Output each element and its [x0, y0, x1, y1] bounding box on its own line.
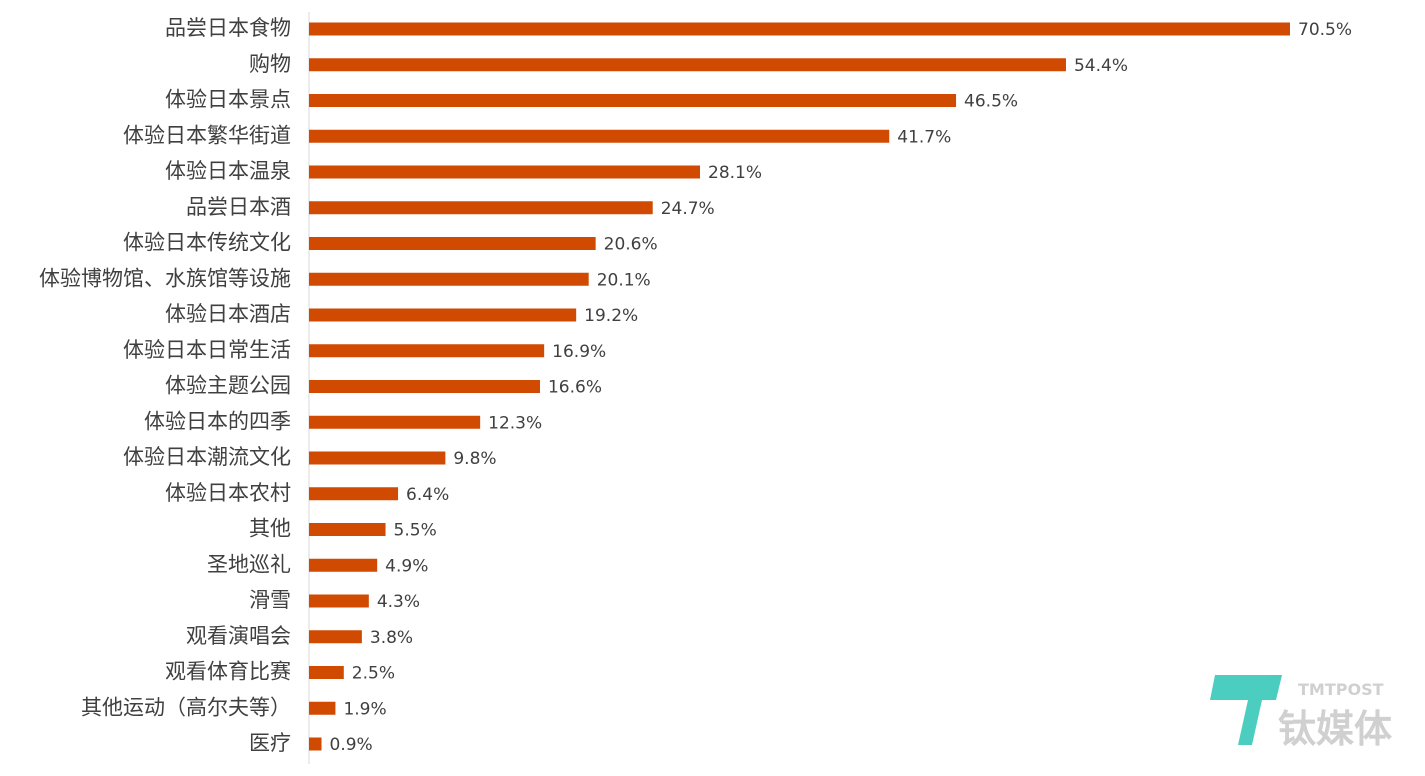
category-label: 其他运动（高尔夫等） — [81, 695, 291, 719]
category-label: 品尝日本食物 — [165, 16, 291, 40]
category-label: 其他 — [249, 517, 291, 541]
bar — [309, 380, 540, 393]
value-label: 41.7% — [897, 127, 951, 147]
value-label: 46.5% — [964, 92, 1018, 112]
bar — [309, 451, 446, 465]
bar — [309, 58, 1066, 72]
bar — [309, 523, 386, 536]
watermark-logo — [1210, 675, 1282, 745]
category-label: 体验日本潮流文化 — [123, 445, 291, 469]
value-label: 5.5% — [394, 521, 437, 541]
category-label: 体验日本景点 — [165, 88, 291, 112]
bar — [309, 558, 378, 572]
category-label: 体验博物馆、水族馆等设施 — [39, 266, 291, 290]
bar — [309, 201, 653, 215]
value-label: 4.3% — [377, 592, 420, 612]
category-label: 购物 — [249, 52, 291, 76]
value-label: 16.6% — [548, 378, 602, 398]
bar — [309, 308, 577, 322]
category-label: 体验主题公园 — [165, 374, 291, 398]
category-label: 医疗 — [249, 731, 291, 755]
category-label: 观看演唱会 — [186, 624, 291, 648]
value-label: 20.6% — [604, 235, 658, 255]
category-label: 品尝日本酒 — [186, 195, 291, 219]
category-label: 圣地巡礼 — [207, 552, 291, 576]
category-label: 观看体育比赛 — [165, 660, 291, 684]
value-label: 19.2% — [584, 306, 638, 326]
watermark-name: 钛媒体 — [1278, 707, 1392, 751]
bar — [309, 129, 890, 143]
bar — [309, 737, 322, 751]
bar — [309, 630, 362, 644]
bar — [309, 237, 596, 250]
value-label: 16.9% — [552, 342, 606, 362]
category-label: 体验日本日常生活 — [123, 338, 291, 362]
value-label: 0.9% — [330, 735, 373, 755]
category-label: 体验日本酒店 — [165, 302, 291, 326]
bar — [309, 165, 701, 179]
bar — [309, 272, 589, 286]
value-label: 9.8% — [453, 449, 496, 469]
value-label: 24.7% — [661, 199, 715, 219]
bar — [309, 94, 957, 107]
bar — [309, 487, 399, 501]
category-label: 体验日本传统文化 — [123, 231, 291, 255]
bar — [309, 594, 369, 608]
value-label: 54.4% — [1074, 56, 1128, 76]
value-label: 28.1% — [708, 163, 762, 183]
value-label: 20.1% — [597, 270, 651, 290]
category-label: 体验日本的四季 — [144, 409, 291, 433]
value-label: 4.9% — [385, 556, 428, 576]
value-label: 3.8% — [370, 628, 413, 648]
watermark: TMTPOST 钛媒体 — [1210, 675, 1392, 751]
bar — [309, 701, 336, 715]
bar — [309, 415, 481, 429]
category-label: 体验日本温泉 — [165, 159, 291, 183]
category-label: 滑雪 — [249, 588, 291, 612]
category-label: 体验日本繁华街道 — [123, 123, 291, 147]
value-label: 1.9% — [343, 699, 386, 719]
value-label: 2.5% — [352, 664, 395, 684]
watermark-brand: TMTPOST — [1298, 680, 1384, 699]
value-label: 70.5% — [1298, 20, 1352, 40]
bar — [309, 344, 545, 358]
value-label: 12.3% — [488, 413, 542, 433]
value-label: 6.4% — [406, 485, 449, 505]
bar — [309, 22, 1290, 36]
bar — [309, 666, 344, 679]
category-label: 体验日本农村 — [165, 481, 291, 505]
